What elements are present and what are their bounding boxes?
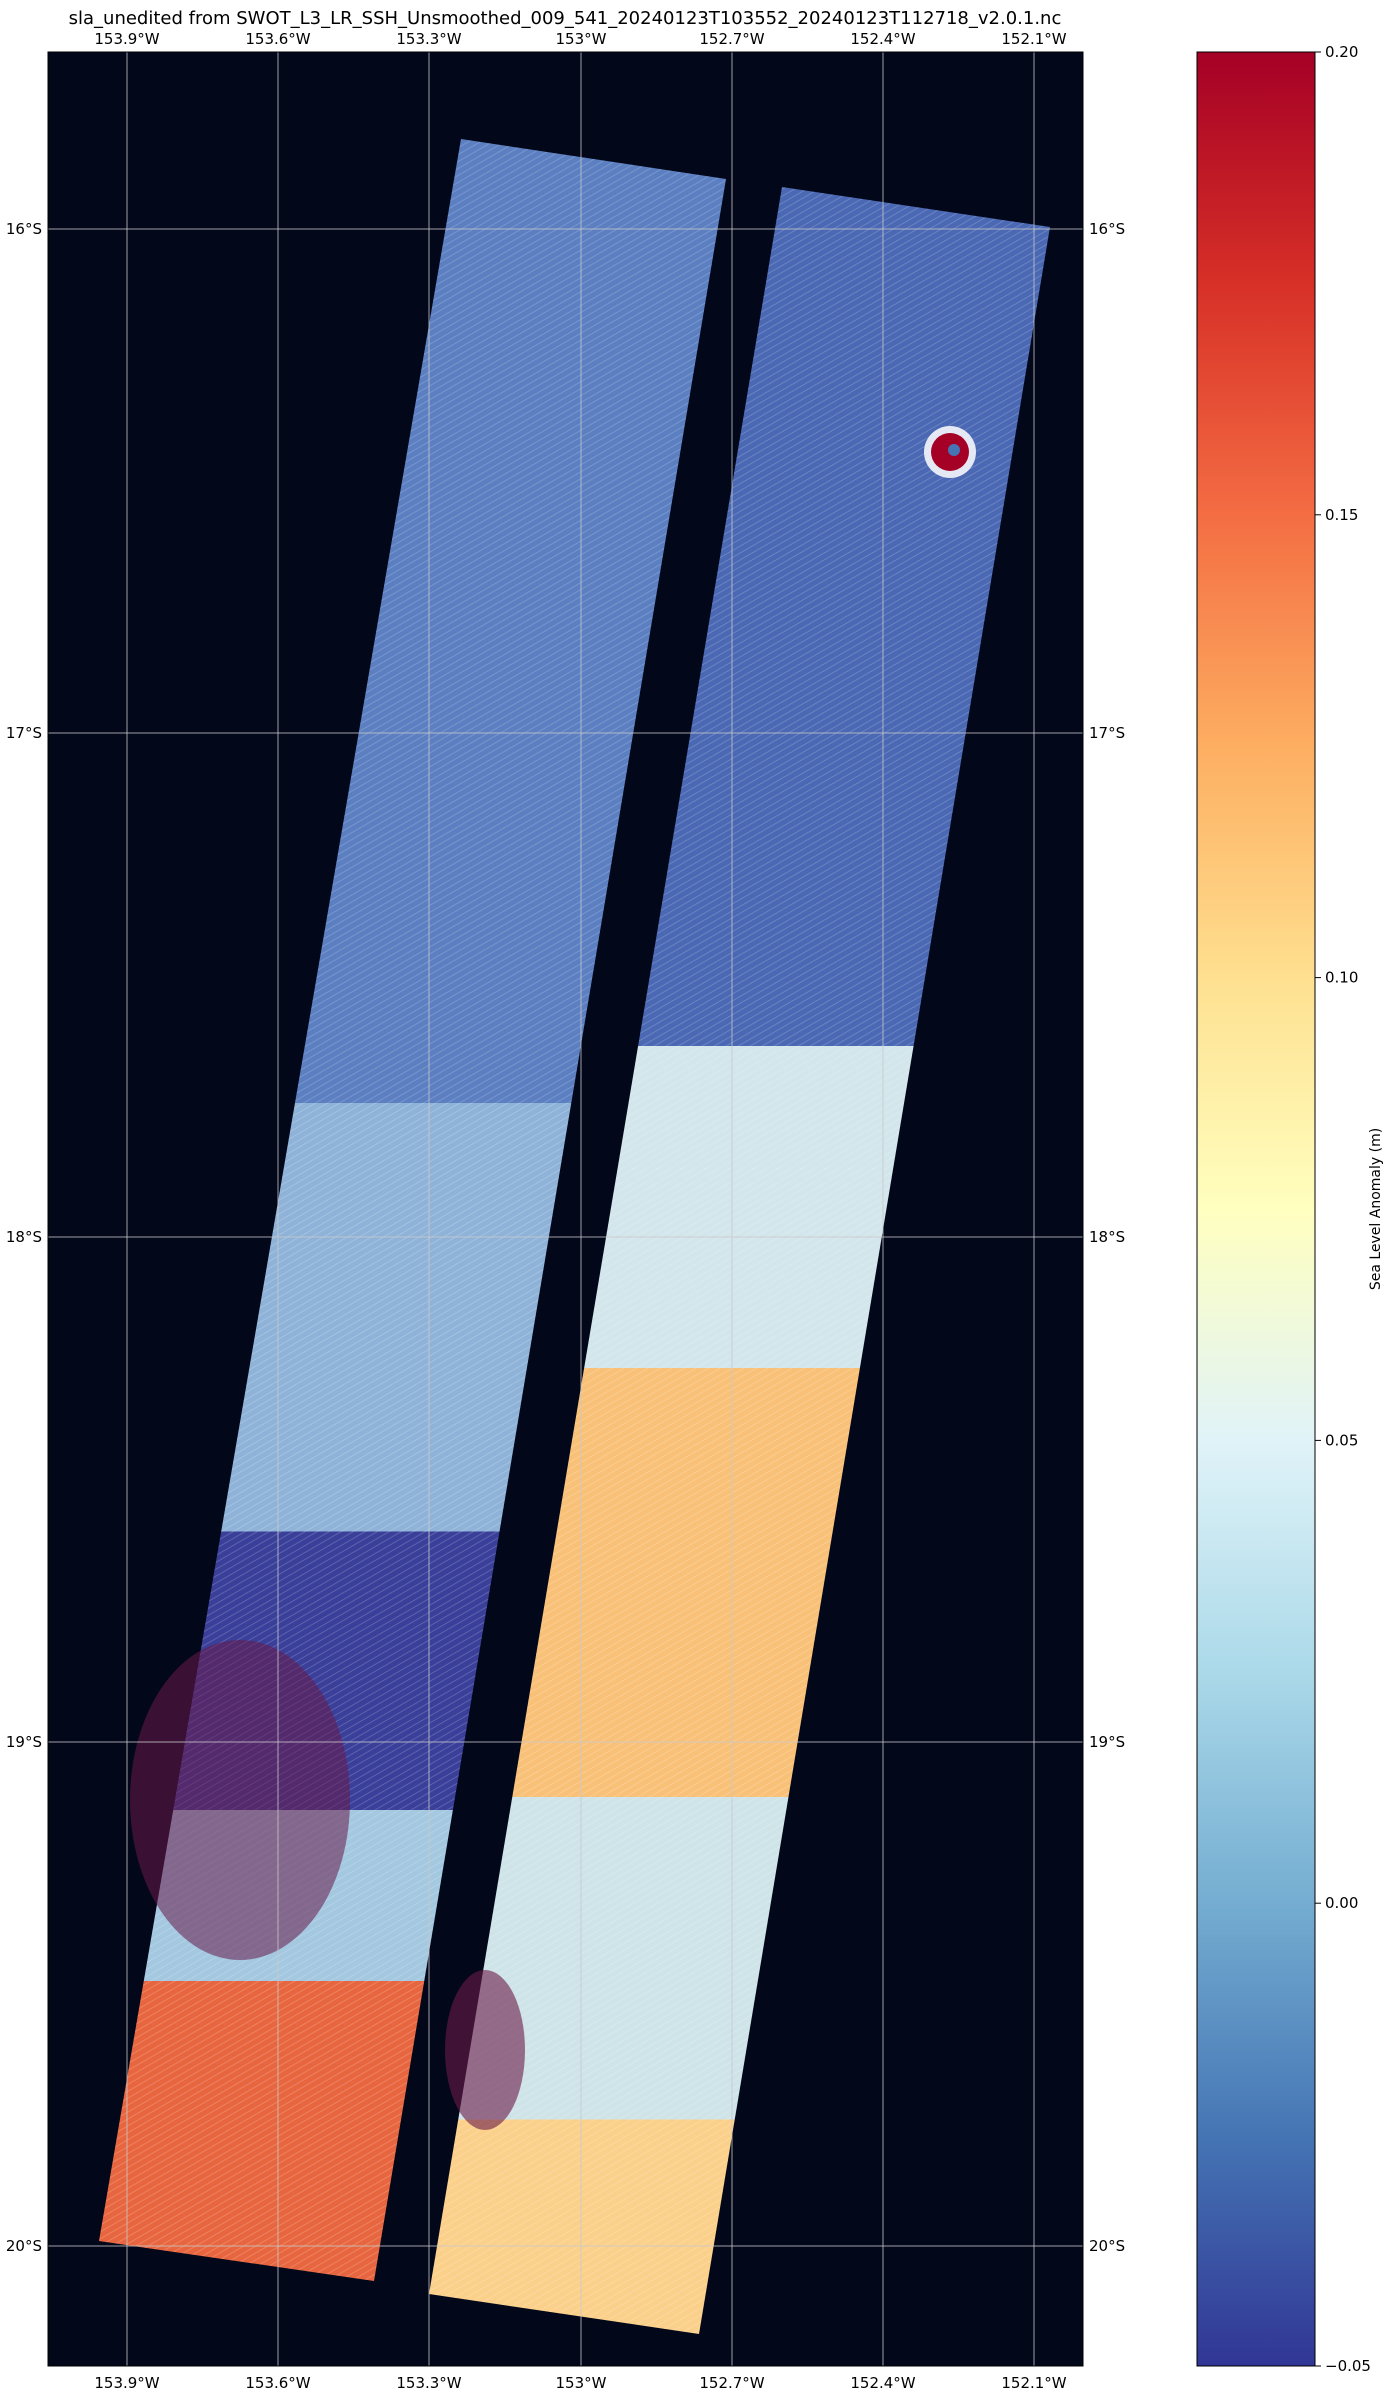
right-swath-texture xyxy=(429,187,1050,2334)
lon-label-top: 153°W xyxy=(556,30,607,48)
colorbar-ramp xyxy=(1196,51,1316,2367)
colorbar-tick-label: 0.15 xyxy=(1325,506,1358,524)
lon-label-bottom: 152.1°W xyxy=(1001,2374,1066,2392)
lat-label-left: 20°S xyxy=(6,2237,42,2255)
colorbar-tick-label: 0.20 xyxy=(1325,43,1358,61)
lon-label-bottom: 152.7°W xyxy=(699,2374,764,2392)
lat-label-right: 18°S xyxy=(1089,1228,1125,1246)
right-swath-dark-patch xyxy=(445,1970,525,2130)
colorbar-tick-label: −0.05 xyxy=(1325,2357,1371,2375)
lat-label-right: 16°S xyxy=(1089,220,1125,238)
lat-label-left: 18°S xyxy=(6,1228,42,1246)
colorbar-label: Sea Level Anomaly (m) xyxy=(1368,1128,1384,1290)
map-tick-labels: 153.9°W 153.9°W 153.6°W 153.6°W 153.3°W 153.3… xyxy=(6,30,1125,2392)
lon-label-bottom: 152.4°W xyxy=(850,2374,915,2392)
lat-label-right: 17°S xyxy=(1089,724,1125,742)
lat-label-right: 20°S xyxy=(1089,2237,1125,2255)
lon-label-top: 152.7°W xyxy=(699,30,764,48)
colorbar-ticks: 0.20 0.15 0.10 0.05 0.00 −0.05 xyxy=(1315,43,1371,2375)
lat-label-left: 16°S xyxy=(6,220,42,238)
colorbar-tick-label: 0.05 xyxy=(1325,1431,1358,1449)
lat-label-left: 17°S xyxy=(6,724,42,742)
lon-label-top: 152.1°W xyxy=(1001,30,1066,48)
lon-label-bottom: 153.6°W xyxy=(245,2374,310,2392)
grid-lines xyxy=(48,52,1083,2366)
left-swath-dark-patch xyxy=(130,1640,350,1960)
lon-label-bottom: 153°W xyxy=(556,2374,607,2392)
lon-label-top: 152.4°W xyxy=(850,30,915,48)
colorbar-tick-label: 0.00 xyxy=(1325,1894,1358,1912)
lon-label-top: 153.3°W xyxy=(396,30,461,48)
lon-label-bottom: 153.9°W xyxy=(94,2374,159,2392)
lon-label-bottom: 153.3°W xyxy=(396,2374,461,2392)
colorbar: 0.20 0.15 0.10 0.05 0.00 −0.05 Sea Level Anom… xyxy=(1196,43,1384,2375)
map-frame xyxy=(47,51,1084,2367)
lon-label-top: 153.6°W xyxy=(245,30,310,48)
colorbar-tick-label: 0.10 xyxy=(1325,969,1358,987)
lat-label-left: 19°S xyxy=(6,1733,42,1751)
eddy-center xyxy=(948,444,960,456)
lon-label-top: 153.9°W xyxy=(94,30,159,48)
map-axes: 153.9°W 153.9°W 153.6°W 153.6°W 153.3°W 153.3… xyxy=(6,30,1125,2392)
lat-label-right: 19°S xyxy=(1089,1733,1125,1751)
map-title: sla_unedited from SWOT_L3_LR_SSH_Unsmoot… xyxy=(69,8,1062,29)
